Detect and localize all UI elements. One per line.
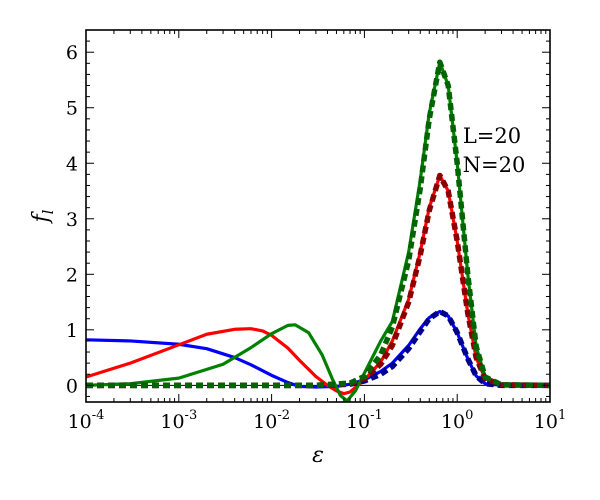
- x-tick-base: 10: [441, 411, 465, 433]
- y-tick-label-0: 0: [66, 375, 78, 397]
- x-tick-label-6: 101: [534, 408, 566, 433]
- y-tick-label-6: 6: [66, 42, 78, 64]
- x-tick-label-4: 10-1: [346, 408, 383, 433]
- x-tick-exponent: -4: [92, 408, 105, 423]
- x-tick-exponent: -2: [277, 408, 290, 423]
- series-line-5: [86, 172, 550, 389]
- x-tick-base: 10: [68, 411, 92, 433]
- y-tick-label-4: 4: [66, 153, 78, 175]
- y-axis-label-subscript: l: [39, 209, 57, 214]
- y-axis-label: fl: [29, 209, 57, 224]
- x-tick-exponent: 0: [465, 408, 473, 423]
- x-tick-labels: 10-4 10-3 10-2 10-1 100 101: [68, 408, 567, 433]
- x-tick-base: 10: [346, 411, 370, 433]
- x-tick-label-1: 10-4: [68, 408, 105, 433]
- x-tick-exponent: -1: [370, 408, 383, 423]
- x-tick-base: 10: [160, 411, 184, 433]
- annotation-n: N=20: [463, 153, 526, 177]
- y-tick-label-3: 3: [66, 209, 78, 231]
- series-line-6: [86, 59, 550, 389]
- x-tick-exponent: 1: [558, 408, 566, 423]
- x-tick-base: 10: [253, 411, 277, 433]
- series-line-2: [86, 173, 550, 396]
- x-tick-label-3: 10-2: [253, 408, 290, 433]
- annotation-l: L=20: [463, 124, 521, 148]
- x-tick-base: 10: [534, 411, 558, 433]
- y-tick-label-2: 2: [66, 264, 78, 286]
- plot-frame: [85, 29, 551, 403]
- y-tick-label-1: 1: [66, 320, 78, 342]
- series-line-4: [86, 308, 550, 389]
- x-tick-label-2: 10-3: [160, 408, 197, 433]
- y-tick-label-5: 5: [66, 98, 78, 120]
- y-tick-labels: 0 1 2 3 4 5 6: [66, 42, 78, 397]
- series-layer: [86, 59, 550, 402]
- x-axis-label: ε: [312, 443, 324, 468]
- x-tick-exponent: -3: [185, 408, 198, 423]
- x-tick-label-5: 100: [441, 408, 473, 433]
